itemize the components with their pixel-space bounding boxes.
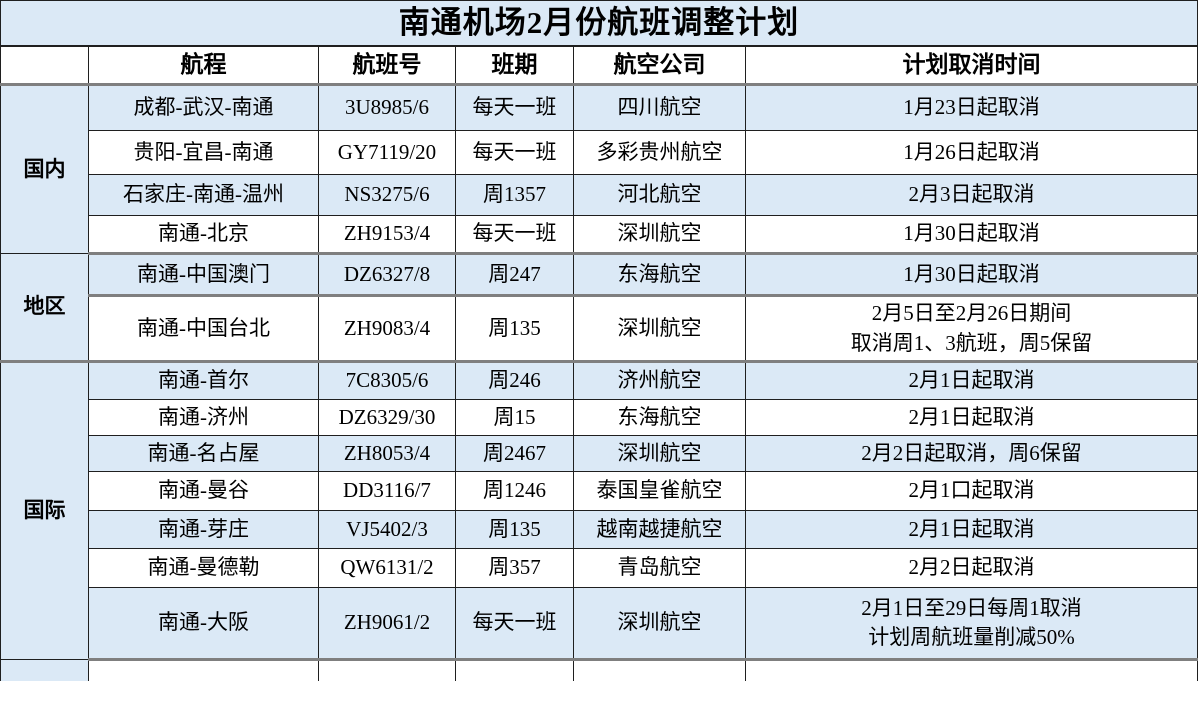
corner-cell — [0, 45, 89, 86]
cell-airline: 深圳航空 — [573, 435, 746, 472]
empty-cell — [88, 659, 319, 681]
empty-cell — [455, 659, 574, 681]
cell-cancel-time: 2月1口起取消 — [745, 471, 1198, 511]
cell-route: 南通-大阪 — [88, 587, 319, 661]
group-label-regional: 地区 — [0, 253, 89, 363]
cell-cancel-time: 2月2日起取消 — [745, 548, 1198, 588]
cell-airline: 深圳航空 — [573, 215, 746, 255]
cell-flight-no: ZH8053/4 — [318, 435, 456, 472]
table-row: 南通-大阪 ZH9061/2 每天一班 深圳航空 2月1日至29日每周1取消 计… — [1, 587, 1198, 661]
cell-flight-no: DZ6329/30 — [318, 399, 456, 436]
table-row: 南通-中国台北 ZH9083/4 周135 深圳航空 2月5日至2月26日期间 … — [1, 295, 1198, 363]
cell-route: 南通-名占屋 — [88, 435, 319, 472]
cell-airline: 深圳航空 — [573, 295, 746, 363]
cell-flight-no: 7C8305/6 — [318, 361, 456, 400]
cell-schedule: 周135 — [455, 295, 574, 363]
cell-airline: 泰国皇雀航空 — [573, 471, 746, 511]
cell-airline: 青岛航空 — [573, 548, 746, 588]
cell-route: 南通-北京 — [88, 215, 319, 255]
cell-route: 南通-曼德勒 — [88, 548, 319, 588]
cell-flight-no: ZH9061/2 — [318, 587, 456, 661]
cell-airline: 河北航空 — [573, 174, 746, 216]
table-row: 南通-济州 DZ6329/30 周15 东海航空 2月1日起取消 — [1, 399, 1198, 436]
cell-cancel-time: 1月26日起取消 — [745, 130, 1198, 175]
table-row: 地区 南通-中国澳门 DZ6327/8 周247 东海航空 1月30日起取消 — [0, 253, 1198, 363]
table-row: 贵阳-宜昌-南通 GY7119/20 每天一班 多彩贵州航空 1月26日起取消 — [1, 130, 1198, 175]
cell-cancel-time: 2月1日起取消 — [745, 510, 1198, 549]
group-label-international: 国际 — [0, 361, 89, 660]
table-row: 南通-北京 ZH9153/4 每天一班 深圳航空 1月30日起取消 — [1, 215, 1198, 255]
cell-cancel-time: 2月2日起取消，周6保留 — [745, 435, 1198, 472]
cell-flight-no: 3U8985/6 — [318, 84, 456, 131]
cell-schedule: 每天一班 — [455, 130, 574, 175]
cell-flight-no: NS3275/6 — [318, 174, 456, 216]
cell-route: 南通-济州 — [88, 399, 319, 436]
page-title: 南通机场2月份航班调整计划 — [0, 0, 1198, 47]
cell-cancel-time: 2月5日至2月26日期间 取消周1、3航班，周5保留 — [745, 295, 1198, 363]
table-row: 国际 南通-首尔 7C8305/6 周246 济州航空 2月1日起取消 — [0, 361, 1198, 660]
header-flight-no: 航班号 — [318, 45, 456, 86]
cell-cancel-time: 1月23日起取消 — [745, 84, 1198, 131]
cell-flight-no: ZH9153/4 — [318, 215, 456, 255]
cell-schedule: 周1246 — [455, 471, 574, 511]
cell-cancel-time: 2月3日起取消 — [745, 174, 1198, 216]
header-schedule: 班期 — [455, 45, 574, 86]
cell-airline: 东海航空 — [573, 253, 746, 297]
cell-schedule: 周2467 — [455, 435, 574, 472]
cell-schedule: 每天一班 — [455, 84, 574, 131]
partial-bottom-row — [0, 659, 1198, 681]
cell-airline: 济州航空 — [573, 361, 746, 400]
cell-schedule: 周247 — [455, 253, 574, 297]
table-row: 南通-曼德勒 QW6131/2 周357 青岛航空 2月2日起取消 — [1, 548, 1198, 588]
cell-route: 贵阳-宜昌-南通 — [88, 130, 319, 175]
cell-cancel-time: 1月30日起取消 — [745, 253, 1198, 297]
cell-cancel-time: 1月30日起取消 — [745, 215, 1198, 255]
cell-cancel-time: 2月1日起取消 — [745, 399, 1198, 436]
cell-flight-no: ZH9083/4 — [318, 295, 456, 363]
table-row: 南通-名占屋 ZH8053/4 周2467 深圳航空 2月2日起取消，周6保留 — [1, 435, 1198, 472]
cell-route: 南通-中国澳门 — [88, 253, 319, 297]
cell-flight-no: VJ5402/3 — [318, 510, 456, 549]
cell-schedule: 每天一班 — [455, 215, 574, 255]
empty-cell — [318, 659, 456, 681]
cell-route: 南通-曼谷 — [88, 471, 319, 511]
cell-airline: 深圳航空 — [573, 587, 746, 661]
cell-cancel-time: 2月1日起取消 — [745, 361, 1198, 400]
table-row: 南通-曼谷 DD3116/7 周1246 泰国皇雀航空 2月1口起取消 — [1, 471, 1198, 511]
header-route: 航程 — [88, 45, 319, 86]
flight-adjustment-table: 南通机场2月份航班调整计划 航程 航班号 班期 航空公司 计划取消时间 国内 成… — [0, 0, 1198, 681]
table-row: 石家庄-南通-温州 NS3275/6 周1357 河北航空 2月3日起取消 — [1, 174, 1198, 216]
empty-cell — [0, 659, 89, 681]
cell-airline: 越南越捷航空 — [573, 510, 746, 549]
cell-schedule: 每天一班 — [455, 587, 574, 661]
cell-route: 成都-武汉-南通 — [88, 84, 319, 131]
cell-airline: 东海航空 — [573, 399, 746, 436]
header-airline: 航空公司 — [573, 45, 746, 86]
cell-schedule: 周246 — [455, 361, 574, 400]
cell-cancel-time: 2月1日至29日每周1取消 计划周航班量削减50% — [745, 587, 1198, 661]
cell-airline: 多彩贵州航空 — [573, 130, 746, 175]
empty-cell — [573, 659, 746, 681]
cell-flight-no: GY7119/20 — [318, 130, 456, 175]
cell-route: 南通-中国台北 — [88, 295, 319, 363]
header-cancel-time: 计划取消时间 — [745, 45, 1198, 86]
table-row: 国内 成都-武汉-南通 3U8985/6 每天一班 四川航空 1月23日起取消 — [0, 84, 1198, 254]
table-row: 南通-芽庄 VJ5402/3 周135 越南越捷航空 2月1日起取消 — [1, 510, 1198, 549]
cell-flight-no: DD3116/7 — [318, 471, 456, 511]
table-header-row: 航程 航班号 班期 航空公司 计划取消时间 — [0, 45, 1198, 86]
cell-flight-no: QW6131/2 — [318, 548, 456, 588]
cell-flight-no: DZ6327/8 — [318, 253, 456, 297]
cell-schedule: 周1357 — [455, 174, 574, 216]
empty-cell — [745, 659, 1198, 681]
cell-route: 石家庄-南通-温州 — [88, 174, 319, 216]
cell-route: 南通-芽庄 — [88, 510, 319, 549]
cell-schedule: 周135 — [455, 510, 574, 549]
cell-schedule: 周357 — [455, 548, 574, 588]
cell-schedule: 周15 — [455, 399, 574, 436]
group-label-domestic: 国内 — [0, 84, 89, 254]
cell-route: 南通-首尔 — [88, 361, 319, 400]
cell-airline: 四川航空 — [573, 84, 746, 131]
